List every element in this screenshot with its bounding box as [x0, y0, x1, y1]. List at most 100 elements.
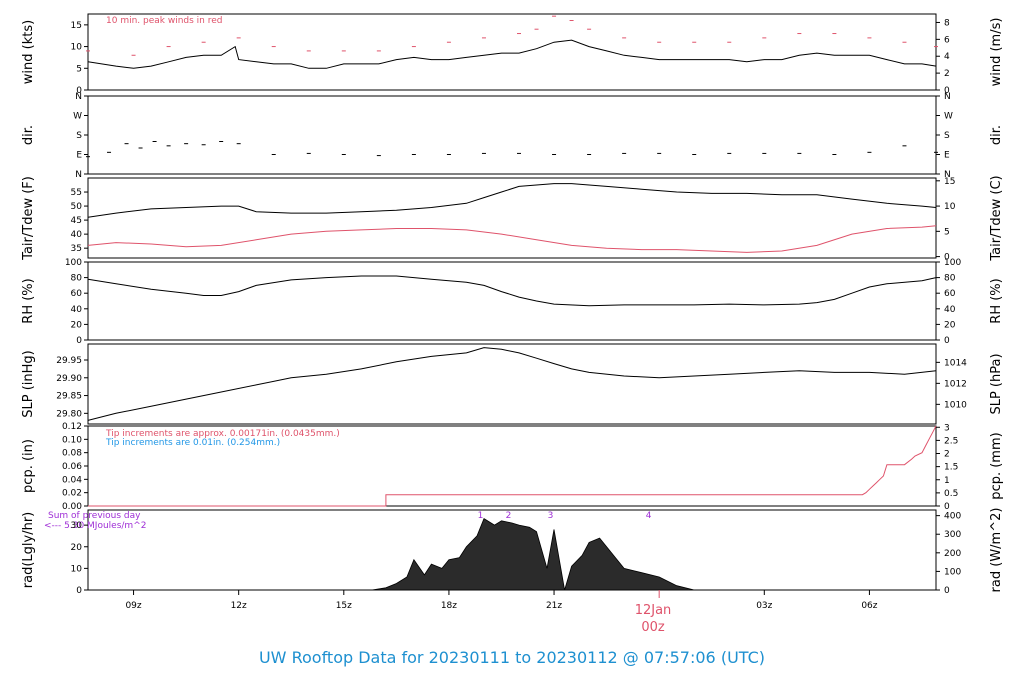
pcp-ytick-label: 0.08	[62, 449, 82, 459]
wind-annotation: 10 min. peak winds in red	[106, 16, 223, 26]
rh-ytick-label: 40	[71, 305, 83, 315]
slp-right-ytick-label: 1012	[944, 379, 967, 389]
rh-right-ytick-label: 0	[944, 336, 950, 346]
x-tick-label: 15z	[336, 601, 352, 611]
rad-ylabel-left: rad(Lgly/hr)	[21, 512, 36, 588]
temp-ylabel-right: Tair/Tdew (C)	[989, 175, 1004, 261]
rh-right-ytick-label: 40	[944, 305, 956, 315]
rh-ytick-label: 100	[65, 258, 82, 268]
dew-point-line	[87, 225, 937, 253]
rh-ytick-label: 80	[71, 274, 83, 284]
slp-line	[87, 347, 937, 421]
wind-right-ytick-label: 6	[944, 35, 950, 45]
wind-panel: wind (kts) wind (m/s) 10 min. peak winds…	[21, 13, 1004, 96]
dir-frame	[87, 95, 937, 175]
slp-right-ytick-label: 1010	[944, 400, 967, 410]
x-date-label: 12Jan	[635, 603, 672, 618]
temp-ylabel-left: Tair/Tdew (F)	[21, 176, 36, 261]
temperature-panel: Tair/Tdew (F) Tair/Tdew (C) 35 40 45 50 55 0 5…	[21, 175, 1004, 262]
pcp-ytick-label: 0.06	[62, 462, 82, 472]
rh-frame	[87, 261, 937, 341]
slp-ylabel-left: SLP (inHg)	[21, 350, 36, 418]
pcp-ylabel-right: pcp. (mm)	[989, 432, 1004, 499]
dir-right-ytick-label: W	[944, 112, 953, 122]
rh-ytick-label: 60	[71, 289, 83, 299]
x-tick-label: 12z	[231, 601, 247, 611]
pcp-right-ytick-label: 2.5	[944, 436, 958, 446]
dir-ytick-label: W	[73, 112, 82, 122]
rad-ytick-label: 30	[71, 521, 83, 531]
dir-ytick-label: N	[75, 170, 82, 180]
pcp-ytick-label: 0.00	[62, 502, 82, 512]
rad-ytick-label: 20	[71, 543, 83, 553]
dir-ytick-label: S	[76, 131, 82, 141]
slp-panel: SLP (inHg) SLP (hPa) 29.80 29.85 29.90 29.9…	[21, 343, 1004, 425]
temp-ytick-label: 45	[71, 216, 82, 226]
wind-ytick-label: 5	[76, 64, 82, 74]
x-tick-label: 18z	[441, 601, 457, 611]
x-date-sublabel: 00z	[641, 620, 665, 635]
rh-panel: RH (%) RH (%) 0 20 40 60 80 100 0 20 40 60 80 100	[21, 258, 1004, 346]
rh-ylabel-left: RH (%)	[21, 278, 36, 323]
rad-right-ytick-label: 100	[944, 567, 961, 577]
rad-note-sum: Sum of previous day	[48, 511, 141, 521]
radiation-panel: rad(Lgly/hr) rad (W/m^2) Sum of previous…	[21, 508, 1004, 596]
rad-right-ytick-label: 200	[944, 549, 961, 559]
pcp-right-ytick-label: 0	[944, 502, 950, 512]
pcp-ytick-label: 0.04	[62, 475, 82, 485]
wind-speed-line	[87, 39, 937, 69]
direction-panel: dir. dir. N NE ES SW WN N	[21, 92, 1004, 180]
rh-ylabel-right: RH (%)	[989, 278, 1004, 323]
pcp-right-ytick-label: 3	[944, 423, 950, 433]
dir-ylabel-right: dir.	[989, 125, 1004, 145]
rad-ytick-label: 10	[71, 564, 83, 574]
rad-note-value: <--- 5.30 MJoules/m^2	[44, 521, 146, 531]
pcp-line	[88, 425, 937, 507]
temp-ytick-label: 40	[71, 230, 83, 240]
rh-right-ytick-label: 100	[944, 258, 961, 268]
wind-ytick-label: 15	[71, 21, 82, 31]
rad-marker-label: 3	[548, 511, 554, 521]
rad-right-ytick-label: 400	[944, 512, 961, 522]
pcp-right-ytick-label: 2	[944, 450, 950, 460]
temp-right-ytick-label: 0	[944, 253, 950, 263]
wind-right-ytick-label: 8	[944, 18, 950, 28]
pcp-right-ytick-label: 0.5	[944, 489, 958, 499]
x-tick-label: 03z	[756, 601, 772, 611]
wind-ytick-label: 0	[76, 86, 82, 96]
pcp-right-ytick-label: 1	[944, 476, 950, 486]
dir-ytick-label: E	[76, 151, 82, 161]
wind-right-ytick-label: 2	[944, 69, 950, 79]
slp-right-ytick-label: 1014	[944, 358, 967, 368]
rad-area	[371, 518, 695, 591]
x-tick-label: 09z	[125, 601, 141, 611]
wind-right-ytick-label: 0	[944, 86, 950, 96]
dir-right-ytick-label: N	[944, 92, 951, 102]
x-tick-label: 21z	[546, 601, 562, 611]
x-axis: 12Jan 00z 09z 12z 15z 18z 21z 03z 06z	[125, 590, 878, 635]
pcp-note-exact: Tip increments are 0.01in. (0.254mm.)	[105, 438, 280, 448]
rh-ytick-label: 20	[71, 320, 83, 330]
wind-right-ytick-label: 4	[944, 52, 950, 62]
pcp-ytick-label: 0.12	[62, 422, 82, 432]
slp-ylabel-right: SLP (hPa)	[989, 353, 1004, 414]
temp-right-ytick-label: 5	[944, 227, 950, 237]
rad-right-ytick-label: 300	[944, 530, 961, 540]
footer-title: UW Rooftop Data for 20230111 to 20230112…	[258, 648, 766, 667]
rh-ytick-label: 0	[76, 336, 82, 346]
rh-right-ytick-label: 20	[944, 320, 956, 330]
rad-right-ytick-label: 0	[944, 586, 950, 596]
rh-line	[87, 275, 937, 307]
pcp-ylabel-left: pcp. (in)	[21, 439, 36, 493]
temp-ytick-label: 50	[71, 202, 83, 212]
dir-right-ytick-label: E	[944, 151, 950, 161]
dir-right-ytick-label: N	[944, 170, 951, 180]
slp-frame	[87, 343, 937, 425]
dir-right-ytick-label: S	[944, 131, 950, 141]
rh-right-ytick-label: 80	[944, 274, 956, 284]
temp-ytick-label: 35	[71, 244, 82, 254]
air-temperature-line	[87, 183, 937, 218]
pcp-note-approx: Tip increments are approx. 0.00171in. (0…	[105, 429, 340, 439]
pcp-panel: pcp. (in) pcp. (mm) Tip increments are a…	[21, 422, 1004, 512]
pcp-right-ytick-label: 1.5	[944, 463, 958, 473]
